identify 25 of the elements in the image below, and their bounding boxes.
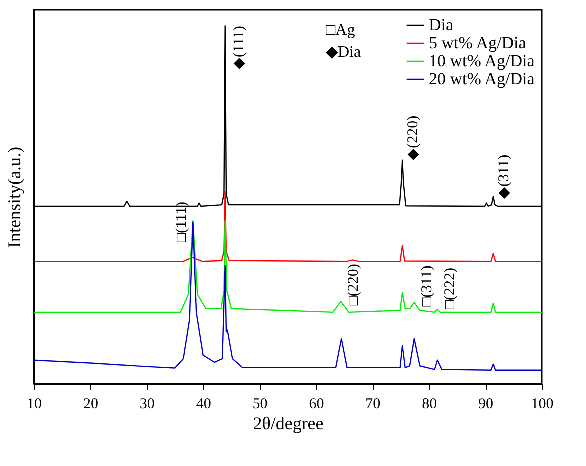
annotation: □(311) xyxy=(419,266,436,307)
x-axis-title: 2θ/degree xyxy=(253,414,324,434)
x-tick-label: 60 xyxy=(309,396,324,412)
legend-label: 20 wt% Ag/Dia xyxy=(429,70,536,88)
annotation: □(111) xyxy=(174,202,190,242)
legend-label: Dia xyxy=(429,16,454,34)
legend-label: 10 wt% Ag/Dia xyxy=(429,52,536,70)
x-tick-label: 70 xyxy=(366,396,381,412)
x-tick-label: 90 xyxy=(478,396,494,412)
annotation: ◆(311) xyxy=(496,154,512,199)
x-tick-label: 100 xyxy=(531,396,554,412)
annotation: □Ag xyxy=(326,22,356,39)
x-tick-label: 40 xyxy=(196,396,212,412)
legend-label: 5 wt% Ag/Dia xyxy=(429,34,527,52)
x-tick-label: 50 xyxy=(252,396,268,412)
annotation: ◆(220) xyxy=(406,116,422,160)
x-tick-label: 80 xyxy=(422,396,438,412)
y-axis-title: Intensity(a.u.) xyxy=(4,147,24,248)
annotation: □(220) xyxy=(346,264,362,306)
annotation: □(222) xyxy=(442,268,459,310)
annotation: ◆(111) xyxy=(231,26,248,70)
x-tick-label: 10 xyxy=(27,396,42,412)
annotation: ◆Dia xyxy=(326,44,362,61)
x-tick-label: 20 xyxy=(83,396,98,412)
x-tick-label: 30 xyxy=(140,396,155,412)
